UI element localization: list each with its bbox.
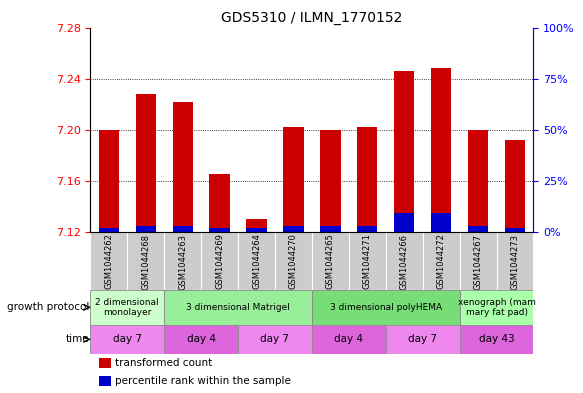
Text: GSM1044269: GSM1044269: [215, 233, 224, 289]
Bar: [320, 226, 340, 232]
Bar: [312, 290, 459, 325]
Bar: [459, 325, 533, 354]
Text: day 4: day 4: [334, 334, 363, 344]
Bar: [497, 232, 533, 290]
Bar: [459, 232, 497, 290]
Bar: [99, 358, 111, 368]
Bar: [136, 94, 156, 232]
Bar: [505, 228, 525, 232]
Text: GSM1044263: GSM1044263: [178, 233, 187, 290]
Text: growth protocol: growth protocol: [7, 302, 90, 312]
Bar: [394, 71, 415, 232]
Bar: [164, 290, 312, 325]
Bar: [247, 219, 266, 232]
Text: day 7: day 7: [408, 334, 437, 344]
Bar: [247, 228, 266, 232]
Bar: [90, 290, 164, 325]
Bar: [90, 232, 127, 290]
Text: GSM1044272: GSM1044272: [437, 233, 445, 289]
Text: day 7: day 7: [261, 334, 290, 344]
Text: GSM1044262: GSM1044262: [104, 233, 113, 289]
Bar: [468, 226, 488, 232]
Bar: [283, 127, 304, 232]
Bar: [201, 232, 238, 290]
Text: transformed count: transformed count: [115, 358, 213, 368]
Text: GSM1044264: GSM1044264: [252, 233, 261, 289]
Text: xenograph (mam
mary fat pad): xenograph (mam mary fat pad): [458, 298, 535, 317]
Bar: [99, 130, 119, 232]
Text: time: time: [66, 334, 90, 344]
Bar: [431, 68, 451, 232]
Text: 3 dimensional polyHEMA: 3 dimensional polyHEMA: [330, 303, 442, 312]
Bar: [357, 226, 377, 232]
Bar: [394, 213, 415, 232]
Bar: [238, 325, 312, 354]
Bar: [431, 213, 451, 232]
Bar: [99, 228, 119, 232]
Bar: [173, 101, 193, 232]
Bar: [209, 228, 230, 232]
Bar: [90, 325, 164, 354]
Bar: [386, 325, 459, 354]
Bar: [238, 232, 275, 290]
Text: percentile rank within the sample: percentile rank within the sample: [115, 376, 292, 386]
Text: day 4: day 4: [187, 334, 216, 344]
Bar: [136, 226, 156, 232]
Bar: [164, 325, 238, 354]
Bar: [312, 325, 386, 354]
Bar: [173, 226, 193, 232]
Text: GSM1044268: GSM1044268: [141, 233, 150, 290]
Text: GSM1044266: GSM1044266: [400, 233, 409, 290]
Bar: [505, 140, 525, 232]
Bar: [468, 130, 488, 232]
Bar: [312, 232, 349, 290]
Bar: [99, 376, 111, 386]
Bar: [349, 232, 386, 290]
Bar: [275, 232, 312, 290]
Bar: [459, 290, 533, 325]
Text: 3 dimensional Matrigel: 3 dimensional Matrigel: [186, 303, 290, 312]
Text: GSM1044273: GSM1044273: [511, 233, 519, 290]
Bar: [357, 127, 377, 232]
Text: 2 dimensional
monolayer: 2 dimensional monolayer: [96, 298, 159, 317]
Bar: [283, 226, 304, 232]
Text: GSM1044271: GSM1044271: [363, 233, 372, 289]
Text: GSM1044270: GSM1044270: [289, 233, 298, 289]
Text: day 7: day 7: [113, 334, 142, 344]
Bar: [423, 232, 459, 290]
Text: GSM1044265: GSM1044265: [326, 233, 335, 289]
Bar: [386, 232, 423, 290]
Text: GSM1044267: GSM1044267: [473, 233, 483, 290]
Bar: [127, 232, 164, 290]
Bar: [164, 232, 201, 290]
Bar: [209, 174, 230, 232]
Title: GDS5310 / ILMN_1770152: GDS5310 / ILMN_1770152: [221, 11, 403, 25]
Bar: [320, 130, 340, 232]
Text: day 43: day 43: [479, 334, 514, 344]
